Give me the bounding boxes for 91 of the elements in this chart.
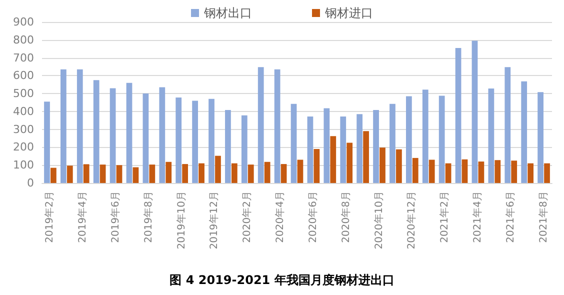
bar	[504, 67, 511, 183]
bar	[390, 104, 396, 183]
bar	[544, 163, 550, 183]
bar	[258, 67, 264, 183]
bar	[182, 164, 188, 183]
x-tick-label: 2020年12月	[406, 191, 418, 250]
x-tick-label: 2020年4月	[274, 191, 286, 243]
bar	[330, 136, 336, 183]
text: 图 4 2019-2021 年我国月度钢材进出口	[170, 273, 394, 287]
bar	[488, 88, 494, 183]
bar	[422, 90, 428, 183]
bar	[406, 96, 412, 183]
bar	[521, 81, 528, 183]
bar	[494, 160, 501, 183]
legend-label: 钢材进口	[324, 6, 373, 20]
bar	[83, 164, 90, 183]
bar	[241, 115, 248, 183]
bar	[478, 162, 484, 183]
bar	[340, 116, 346, 183]
bar	[166, 162, 172, 183]
bar	[192, 100, 198, 183]
x-tick-label: 2020年10月	[372, 191, 385, 250]
bar	[290, 104, 297, 183]
y-tick-label: 200	[13, 140, 34, 154]
bar	[396, 149, 402, 183]
bar	[297, 160, 304, 183]
bar	[60, 69, 66, 183]
bar	[149, 164, 156, 183]
bar	[142, 94, 149, 183]
bar	[215, 156, 221, 183]
y-tick-label: 800	[13, 33, 34, 46]
bar	[528, 163, 534, 183]
bar	[363, 131, 369, 183]
bar	[511, 160, 518, 183]
bar	[307, 116, 314, 183]
y-tick-label: 700	[13, 51, 34, 64]
x-tick-label: 2020年2月	[241, 191, 254, 243]
bar	[280, 164, 287, 183]
y-tick-label: 0	[27, 176, 34, 190]
bar	[455, 48, 462, 183]
x-tick-label: 2019年4月	[76, 191, 89, 243]
x-tick-label: 2019年10月	[175, 191, 188, 250]
bar	[472, 40, 478, 183]
x-tick-label: 2021年4月	[471, 191, 484, 243]
x-tick-label: 2019年6月	[110, 191, 122, 243]
y-tick-label: 600	[13, 69, 34, 82]
legend-label: 钢材出口	[203, 6, 252, 20]
y-tick-label: 300	[13, 122, 34, 136]
bar	[44, 102, 50, 183]
bar	[198, 163, 204, 183]
bar	[373, 110, 379, 183]
bar	[110, 88, 116, 183]
x-tick-label: 2019年12月	[208, 191, 220, 250]
bar	[231, 163, 238, 183]
bar	[412, 158, 418, 183]
bar	[176, 97, 182, 183]
x-tick-label: 2019年8月	[142, 191, 154, 243]
bar	[100, 164, 106, 183]
bar	[76, 69, 83, 183]
bar	[248, 164, 254, 183]
bar	[314, 149, 320, 183]
x-tick-label: 2020年6月	[306, 191, 319, 243]
bar	[264, 162, 270, 183]
bar	[126, 82, 132, 183]
bar	[50, 168, 56, 183]
bar	[428, 160, 435, 183]
bar	[274, 69, 280, 183]
x-tick-label: 2020年8月	[340, 191, 352, 243]
bar	[380, 148, 386, 183]
bar	[66, 166, 73, 183]
y-tick-label: 400	[13, 104, 34, 118]
bar	[159, 87, 166, 183]
x-tick-label: 2021年2月	[438, 191, 451, 243]
bar	[346, 142, 353, 183]
bar	[208, 98, 214, 183]
bar	[445, 163, 452, 183]
bar	[324, 108, 330, 183]
bar	[132, 167, 139, 183]
x-tick-label: 2021年6月	[504, 191, 516, 243]
y-tick-label: 500	[13, 87, 34, 100]
bar	[538, 92, 544, 183]
bar	[93, 80, 100, 183]
bar	[225, 110, 231, 183]
x-tick-label: 2019年2月	[44, 191, 56, 243]
bar	[116, 165, 122, 183]
y-tick-label: 900	[13, 16, 34, 28]
y-tick-label: 100	[13, 158, 34, 172]
x-tick-label: 2021年8月	[537, 191, 550, 243]
bar	[438, 96, 445, 183]
bar	[356, 114, 363, 183]
bar	[462, 159, 468, 183]
